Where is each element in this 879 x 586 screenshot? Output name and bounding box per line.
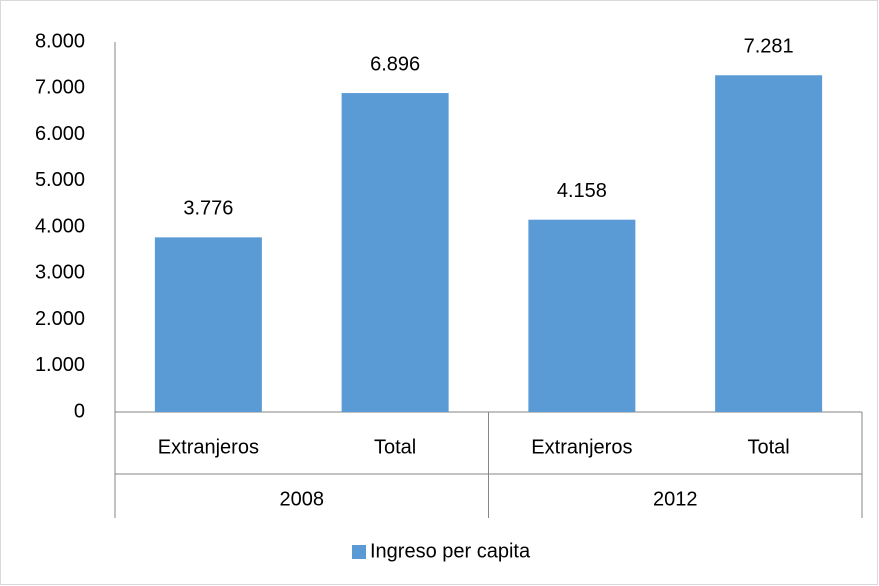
- bar: [341, 93, 449, 412]
- group-label: 2012: [653, 488, 698, 510]
- x-tick-label: Extranjeros: [158, 436, 259, 458]
- x-tick-label: Extranjeros: [531, 436, 632, 458]
- y-tick-label: 3.000: [35, 262, 85, 284]
- y-tick-label: 6.000: [35, 123, 85, 145]
- y-tick-label: 0: [74, 400, 85, 422]
- y-tick-label: 7.000: [35, 77, 85, 99]
- bar: [715, 75, 823, 412]
- bar: [154, 237, 262, 412]
- y-tick-label: 5.000: [35, 169, 85, 191]
- data-label: 4.158: [557, 180, 607, 202]
- legend-swatch: [352, 545, 366, 559]
- data-label: 6.896: [370, 53, 420, 75]
- bar: [528, 219, 636, 412]
- x-tick-label: Total: [374, 436, 416, 458]
- y-tick-label: 8.000: [35, 30, 85, 52]
- y-tick-label: 4.000: [35, 215, 85, 237]
- y-tick-label: 2.000: [35, 308, 85, 330]
- data-label: 3.776: [183, 198, 233, 220]
- data-label: 7.281: [744, 36, 794, 58]
- legend-label: Ingreso per capita: [370, 540, 531, 562]
- y-tick-label: 1.000: [35, 354, 85, 376]
- x-tick-label: Total: [748, 436, 790, 458]
- group-label: 2008: [280, 488, 325, 510]
